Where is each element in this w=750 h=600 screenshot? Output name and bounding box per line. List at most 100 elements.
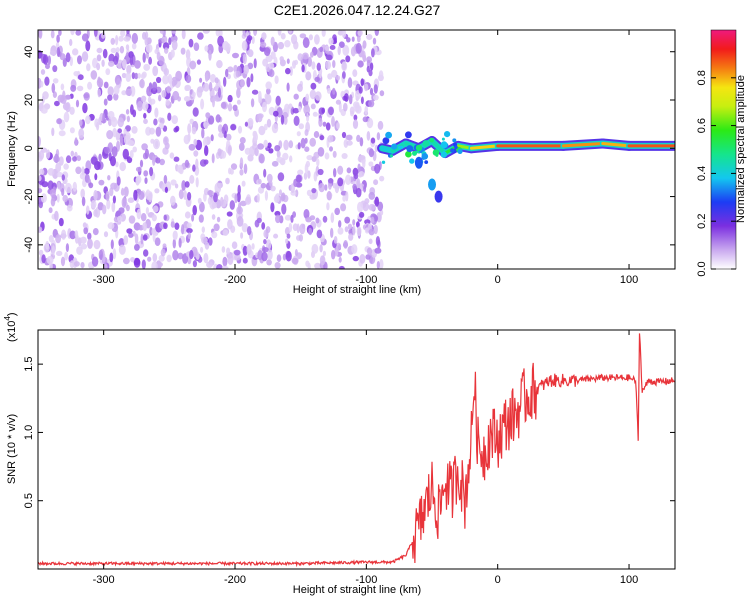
heatmap-cell: [114, 75, 121, 85]
heatmap-cell: [357, 163, 361, 173]
signal-blob: [409, 158, 415, 164]
heatmap-cell: [226, 247, 231, 255]
heatmap-cell: [93, 30, 98, 37]
plot1-y-tick-label: -20: [23, 189, 35, 205]
heatmap-cell: [279, 56, 284, 62]
heatmap-cell: [238, 142, 245, 151]
heatmap-cell: [370, 216, 375, 224]
heatmap-cell: [192, 107, 199, 117]
heatmap-cell: [107, 86, 114, 97]
heatmap-cell: [245, 196, 252, 205]
heatmap-cell: [40, 107, 48, 114]
heatmap-cell: [326, 87, 332, 94]
heatmap-cell: [221, 246, 226, 253]
heatmap-cell: [82, 222, 87, 229]
heatmap-cell: [336, 122, 340, 130]
heatmap-cell: [316, 62, 321, 71]
heatmap-cell: [81, 51, 89, 62]
heatmap-cell: [41, 95, 45, 104]
heatmap-cell: [373, 179, 379, 186]
heatmap-cell: [101, 32, 106, 39]
heatmap-cell: [160, 248, 166, 257]
heatmap-cell: [298, 234, 303, 242]
heatmap-cell: [217, 35, 225, 47]
heatmap-cell: [261, 222, 266, 230]
heatmap-cell: [49, 188, 56, 198]
heatmap-cell: [125, 109, 130, 115]
heatmap-cell: [315, 217, 320, 224]
heatmap-cell: [96, 77, 104, 88]
heatmap-cell: [38, 226, 43, 233]
heatmap-cell: [137, 72, 141, 79]
heatmap-cell: [56, 171, 63, 178]
heatmap-cell: [346, 140, 353, 146]
heatmap-cell: [357, 201, 364, 213]
heatmap-cell: [258, 125, 266, 136]
heatmap-cell: [105, 190, 110, 202]
heatmap-cell: [170, 49, 175, 58]
heatmap-cell: [325, 60, 332, 70]
heatmap-cell: [360, 96, 364, 105]
signal-core: [469, 144, 500, 150]
heatmap-cell: [368, 99, 375, 108]
heatmap-cell: [119, 161, 126, 172]
heatmap-cell: [368, 161, 374, 167]
heatmap-cell: [216, 216, 221, 223]
heatmap-cell: [135, 175, 142, 184]
colorbar-ticks: 0.0 0.2 0.4 0.6 0.8: [696, 70, 736, 277]
heatmap-cell: [65, 155, 72, 164]
heatmap-cell: [307, 56, 313, 67]
heatmap-cell: [167, 74, 173, 84]
heatmap-cell: [263, 239, 267, 245]
heatmap-cell: [47, 55, 51, 65]
heatmap-cell: [246, 244, 252, 256]
heatmap-cell: [211, 202, 218, 209]
heatmap-cell: [117, 117, 124, 128]
heatmap-cell: [329, 146, 333, 152]
heatmap-cell: [58, 30, 62, 36]
heatmap-cell: [333, 236, 338, 244]
heatmap-cell: [362, 159, 366, 169]
heatmap-cell: [143, 63, 151, 71]
heatmap-cell: [64, 251, 68, 261]
heatmap-cell: [93, 189, 98, 201]
heatmap-cell: [40, 193, 47, 203]
heatmap-cell: [195, 158, 199, 170]
heatmap-cell: [229, 200, 235, 210]
heatmap-cell: [344, 93, 349, 102]
heatmap-cell: [236, 216, 244, 227]
colorbar-label: Normalized spectral amplitude: [735, 75, 747, 223]
heatmap-cell: [110, 155, 116, 167]
heatmap-cell: [374, 144, 379, 152]
heatmap-cell: [364, 198, 370, 204]
signal-blob: [385, 131, 392, 139]
heatmap-cell: [251, 243, 255, 250]
heatmap-cell: [85, 115, 91, 125]
heatmap-cell: [128, 232, 134, 238]
heatmap-cell: [171, 79, 176, 87]
heatmap-cell: [338, 41, 345, 48]
heatmap-cell: [337, 177, 344, 187]
heatmap-cell: [180, 47, 186, 55]
heatmap-cell: [324, 45, 330, 51]
heatmap-cell: [149, 166, 154, 177]
heatmap-cell: [110, 239, 114, 250]
heatmap-cell: [129, 54, 134, 66]
heatmap-cell: [309, 137, 317, 147]
heatmap-cell: [271, 160, 279, 167]
signal-blob: [441, 137, 445, 141]
heatmap-cell: [227, 254, 234, 265]
heatmap-cell: [223, 76, 227, 87]
heatmap-cell: [281, 203, 287, 215]
heatmap-cell: [371, 48, 375, 58]
heatmap-cell: [347, 223, 353, 230]
heatmap-cell: [201, 226, 205, 233]
heatmap-cell: [241, 180, 246, 187]
heatmap-cell: [123, 257, 130, 265]
heatmap-cell: [311, 243, 319, 254]
heatmap-cell: [83, 168, 90, 175]
heatmap-cell: [223, 194, 229, 204]
heatmap-cell: [197, 32, 204, 40]
heatmap-cell: [126, 228, 133, 234]
